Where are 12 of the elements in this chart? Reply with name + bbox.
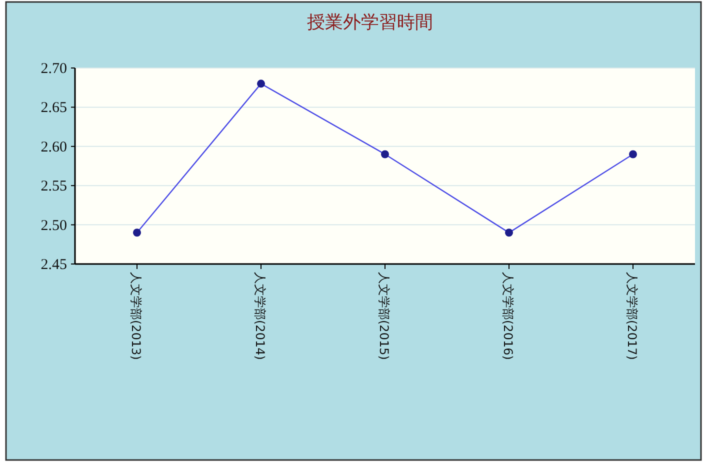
y-tick-label: 2.45: [40, 257, 67, 273]
x-tick-label: 人文学部(2017): [625, 272, 639, 360]
y-tick-label: 2.65: [40, 100, 67, 116]
x-tick-label: 人文学部(2016): [501, 272, 515, 360]
y-tick-label: 2.70: [40, 61, 67, 77]
chart-title: 授業外学習時間: [307, 12, 433, 32]
x-tick-label: 人文学部(2013): [129, 272, 143, 360]
x-tick-label: 人文学部(2015): [377, 272, 391, 360]
y-tick-label: 2.60: [40, 139, 67, 156]
y-tick-label: 2.55: [40, 178, 67, 195]
x-tick-label: 人文学部(2014): [253, 272, 267, 360]
y-tick-label: 2.50: [40, 218, 67, 234]
